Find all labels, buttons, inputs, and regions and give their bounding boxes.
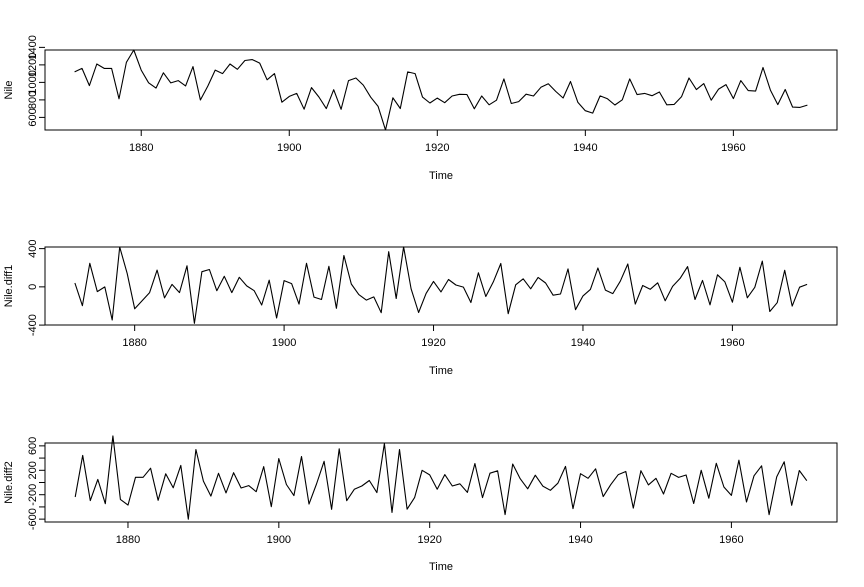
series-line: [74, 49, 808, 131]
y-tick-label: 600: [27, 108, 39, 126]
plot-frame: [44, 246, 838, 326]
y-tick-label: 200: [27, 461, 39, 479]
x-tick-label: 1880: [122, 337, 146, 349]
y-axis-label: Nile.diff1: [3, 265, 15, 308]
x-tick-label: 1940: [573, 142, 597, 154]
y-tick-label: -400: [27, 314, 39, 336]
x-tick-label: 1960: [719, 534, 743, 546]
x-tick-label: 1880: [116, 534, 140, 546]
y-tick-label: 1200: [27, 53, 39, 77]
y-axis-label: Nile.diff2: [3, 461, 15, 504]
y-axis-label: Nile: [3, 81, 15, 100]
x-tick-label: 1920: [425, 142, 449, 154]
x-tick-label: 1960: [721, 142, 745, 154]
x-tick-label: 1880: [129, 142, 153, 154]
x-tick-label: 1960: [720, 337, 744, 349]
y-tick-label: 0: [27, 284, 39, 290]
y-tick-label: -600: [27, 508, 39, 530]
x-axis-label: Time: [429, 365, 453, 377]
x-tick-label: 1920: [417, 534, 441, 546]
x-axis-label: Time: [429, 561, 453, 573]
x-tick-label: 1900: [267, 534, 291, 546]
x-tick-label: 1900: [272, 337, 296, 349]
x-tick-label: 1940: [568, 534, 592, 546]
panel-nile-diff2: 1880 1900 1920 1940 1960 -600 -200 200 600 Time Ni…: [3, 435, 838, 573]
plot-frame: [44, 49, 838, 131]
y-tick-label: 1400: [27, 35, 39, 59]
x-tick-label: 1900: [277, 142, 301, 154]
y-tick-label: 1000: [27, 70, 39, 94]
y-tick-label: 600: [27, 437, 39, 455]
x-tick-label: 1940: [571, 337, 595, 349]
y-tick-label: -200: [27, 484, 39, 506]
series-line: [74, 435, 808, 520]
x-tick-label: 1920: [421, 337, 445, 349]
x-axis-label: Time: [429, 170, 453, 182]
y-tick-label: 800: [27, 91, 39, 109]
series-line: [74, 246, 808, 324]
panel-nile-diff1: 1880 1900 1920 1940 1960 -400 0 400 Time Nile.dif…: [3, 239, 838, 377]
y-tick-label: 400: [27, 239, 39, 257]
